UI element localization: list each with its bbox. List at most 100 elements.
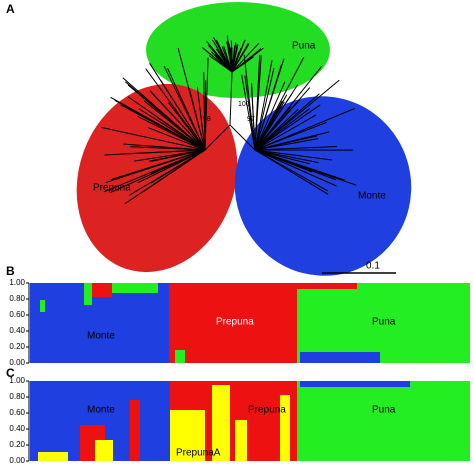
structure-plot bbox=[30, 381, 470, 461]
branch bbox=[229, 124, 256, 151]
admixture bbox=[300, 352, 380, 363]
branch bbox=[254, 149, 333, 161]
group-label: Monte bbox=[87, 331, 115, 342]
admixture bbox=[130, 400, 140, 461]
branch bbox=[231, 48, 262, 73]
branch bbox=[137, 115, 206, 151]
branch bbox=[254, 60, 273, 151]
branch bbox=[254, 81, 286, 151]
branch bbox=[221, 46, 233, 73]
support-label: 100 bbox=[238, 101, 250, 108]
y-tick-label: 1.00 bbox=[9, 376, 25, 385]
admixture bbox=[235, 420, 247, 461]
branch bbox=[214, 53, 233, 73]
admixture bbox=[95, 440, 113, 461]
branch bbox=[145, 68, 206, 151]
branch bbox=[122, 77, 206, 151]
admixture bbox=[170, 410, 205, 461]
branch bbox=[254, 108, 311, 151]
branch bbox=[177, 48, 206, 151]
branch bbox=[254, 149, 310, 165]
branch bbox=[254, 56, 305, 151]
branch bbox=[127, 96, 206, 151]
branch bbox=[231, 43, 249, 73]
group-label: Prepuna bbox=[248, 405, 286, 416]
y-tick-label: 1.00 bbox=[9, 278, 25, 287]
y-tick-label: 0.80 bbox=[9, 294, 25, 303]
branch bbox=[254, 114, 317, 151]
branch bbox=[254, 107, 355, 151]
y-tick-label: 0.20 bbox=[9, 342, 25, 351]
branch bbox=[166, 67, 206, 151]
branch bbox=[254, 149, 328, 192]
branch bbox=[204, 124, 231, 151]
branch bbox=[148, 127, 206, 151]
branch bbox=[254, 149, 357, 186]
group-label: Prepuna bbox=[216, 317, 254, 328]
branch bbox=[254, 104, 321, 151]
cluster-block bbox=[297, 381, 470, 461]
puna-cluster bbox=[146, 2, 330, 98]
tree-network bbox=[101, 35, 357, 205]
cluster-label: Prepuna bbox=[93, 183, 131, 194]
branch bbox=[208, 55, 233, 73]
branch bbox=[254, 138, 319, 151]
branch bbox=[101, 126, 206, 151]
panel-label: B bbox=[6, 264, 15, 278]
branch bbox=[254, 93, 320, 151]
structure-plot bbox=[30, 283, 470, 363]
admixture bbox=[40, 300, 45, 312]
admixture bbox=[175, 350, 185, 363]
panel-label: C bbox=[6, 366, 15, 380]
branch bbox=[150, 149, 206, 174]
branch bbox=[231, 39, 246, 73]
branch bbox=[149, 90, 206, 151]
y-tick-label: 0.60 bbox=[9, 310, 25, 319]
admixture bbox=[38, 452, 68, 461]
branch bbox=[243, 54, 256, 151]
y-tick-label: 0.40 bbox=[9, 326, 25, 335]
y-tick-label: 0.00 bbox=[9, 456, 25, 465]
branch bbox=[254, 65, 323, 151]
branch bbox=[196, 87, 206, 151]
branch bbox=[254, 55, 262, 151]
cluster-label: Monte bbox=[358, 191, 386, 202]
admixture bbox=[297, 283, 357, 289]
branch bbox=[138, 108, 206, 151]
branch bbox=[133, 149, 206, 154]
admixture bbox=[84, 283, 92, 305]
branch bbox=[130, 146, 206, 151]
branch bbox=[254, 93, 293, 151]
branch bbox=[110, 96, 206, 151]
branch bbox=[231, 42, 260, 73]
admixture bbox=[112, 283, 158, 293]
cluster-label: Puna bbox=[292, 41, 316, 52]
branch bbox=[204, 57, 209, 151]
branch bbox=[134, 149, 206, 162]
admixture bbox=[92, 283, 112, 297]
support-label: 97 bbox=[247, 116, 255, 123]
branch bbox=[254, 64, 282, 151]
group-label: Puna bbox=[372, 405, 396, 416]
branch bbox=[251, 83, 256, 151]
scale-label: 0.1 bbox=[366, 261, 380, 272]
branch bbox=[213, 37, 233, 73]
branch bbox=[254, 149, 319, 164]
branch bbox=[129, 149, 206, 196]
branch bbox=[105, 149, 206, 184]
branch bbox=[228, 43, 233, 73]
cluster-block bbox=[169, 283, 297, 363]
group-label: Puna bbox=[372, 317, 396, 328]
group-label: Monte bbox=[87, 405, 115, 416]
support-label: 98 bbox=[203, 116, 211, 123]
branch bbox=[231, 51, 235, 73]
branch bbox=[124, 149, 206, 205]
branch bbox=[254, 145, 338, 151]
branch bbox=[203, 72, 206, 151]
admixture bbox=[300, 381, 410, 387]
branch bbox=[254, 68, 275, 151]
branch bbox=[241, 74, 256, 151]
branch bbox=[143, 100, 206, 151]
branch bbox=[215, 48, 233, 73]
